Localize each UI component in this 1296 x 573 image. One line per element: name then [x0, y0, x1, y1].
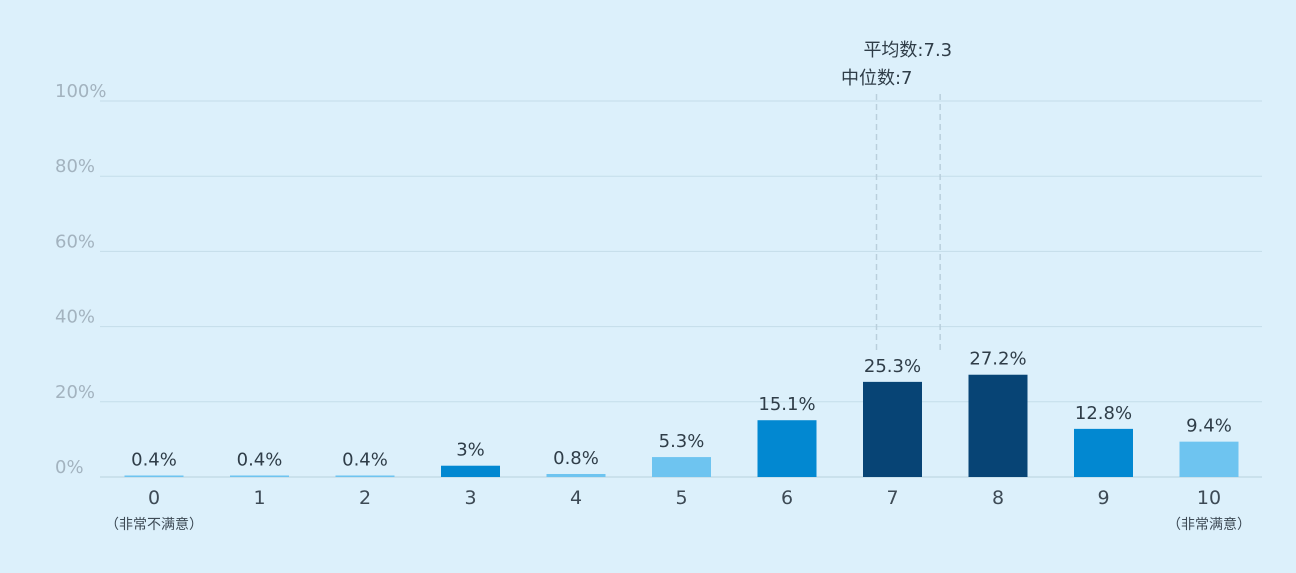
y-tick-label: 100%	[55, 81, 106, 102]
bar	[652, 457, 711, 477]
y-tick-label: 0%	[55, 457, 84, 478]
bar	[124, 475, 184, 477]
bar	[1179, 441, 1239, 477]
mean-label: 平均数:7.3	[863, 40, 952, 61]
data-label: 0.4%	[342, 449, 388, 470]
x-tick-label: 10	[1197, 487, 1221, 509]
x-tick-label: 6	[781, 487, 793, 509]
x-tick-label: 0	[148, 487, 160, 509]
bar	[441, 465, 500, 477]
x-axis-ticks: 0 （非常不满意） 1 2 3 4 5 6 7 8 9 10 （非常满意）	[105, 487, 1251, 533]
bar	[335, 475, 395, 477]
grid-layer: 0% 20% 40% 60% 80% 100%	[55, 81, 1262, 478]
x-tick-label: 8	[992, 487, 1004, 509]
y-tick-label: 60%	[55, 231, 95, 252]
bar	[757, 420, 817, 477]
x-tick-label: 4	[570, 487, 582, 509]
x-tick-sublabel: （非常满意）	[1167, 516, 1251, 533]
x-tick-label: 5	[675, 487, 687, 509]
y-tick-label: 40%	[55, 307, 95, 328]
bar	[968, 374, 1028, 477]
bars	[124, 374, 1239, 477]
data-label: 5.3%	[659, 431, 705, 452]
bar	[546, 473, 606, 477]
x-tick-label: 2	[359, 487, 371, 509]
data-label: 9.4%	[1186, 416, 1232, 437]
x-tick-label: 9	[1097, 487, 1109, 509]
y-tick-label: 20%	[55, 382, 95, 403]
x-tick-label: 3	[464, 487, 476, 509]
data-label: 12.8%	[1075, 403, 1132, 424]
y-tick-label: 80%	[55, 156, 95, 177]
data-label: 0.4%	[237, 449, 283, 470]
median-label: 中位数:7	[841, 68, 913, 89]
data-label: 15.1%	[758, 394, 815, 415]
x-tick-sublabel: （非常不满意）	[105, 516, 203, 533]
data-labels: 0.4% 0.4% 0.4% 3% 0.8% 5.3% 15.1% 25.3% 27.2% 12.…	[131, 349, 1232, 471]
x-tick-label: 7	[886, 487, 898, 509]
bar	[230, 475, 289, 477]
x-tick-label: 1	[253, 487, 265, 509]
bar	[863, 381, 922, 477]
bar	[1074, 428, 1133, 477]
data-label: 3%	[456, 440, 485, 461]
data-label: 0.8%	[553, 448, 599, 469]
data-label: 27.2%	[969, 349, 1026, 370]
reference-lines: 平均数:7.3 中位数:7	[841, 40, 952, 352]
data-label: 0.4%	[131, 449, 177, 470]
data-label: 25.3%	[864, 356, 921, 377]
